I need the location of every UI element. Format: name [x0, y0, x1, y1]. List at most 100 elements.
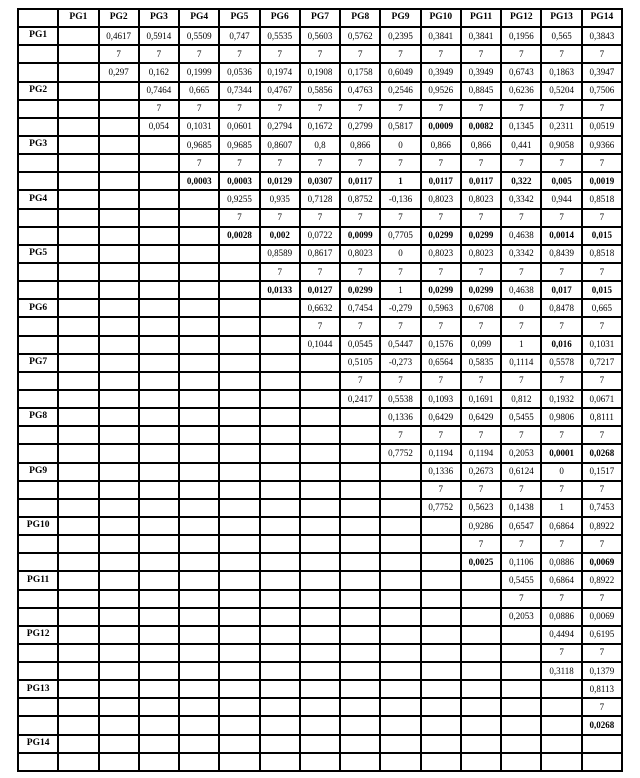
- empty-cell: [298, 425, 342, 446]
- empty-cell: [540, 715, 583, 736]
- corr-cell: 0,6236: [500, 80, 543, 101]
- empty-cell: [16, 370, 60, 391]
- n-cell: 7: [339, 316, 382, 337]
- p-cell: 0,1044: [298, 334, 342, 355]
- empty-cell: [137, 407, 181, 428]
- empty-cell: [500, 715, 543, 736]
- p-cell: 0,1379: [580, 661, 624, 682]
- empty-cell: [97, 243, 140, 264]
- empty-cell: [16, 44, 60, 65]
- empty-cell: [178, 733, 221, 754]
- empty-cell: [16, 116, 60, 137]
- n-cell: 7: [459, 479, 503, 500]
- empty-cell: [379, 751, 422, 772]
- empty-cell: [57, 44, 100, 65]
- row-PG1-correlations: PG1 0,4617 0,5914 0,5509 0,747 0,5535 0,5603 0,…: [16, 26, 624, 47]
- empty-cell: [218, 370, 261, 391]
- n-cell: 7: [580, 44, 624, 65]
- n-cell: 7: [258, 207, 301, 228]
- empty-cell: [57, 116, 100, 137]
- empty-cell: [339, 534, 382, 555]
- n-cell: 7: [500, 588, 543, 609]
- p-cell: 0,297: [97, 62, 140, 83]
- empty-cell: [459, 606, 503, 627]
- row-empty-trailing: [16, 751, 624, 772]
- col-header-PG7: PG7: [298, 7, 342, 29]
- empty-cell: [379, 534, 422, 555]
- empty-cell: [500, 697, 543, 718]
- row-PG11-p: 0,2053 0,0886 0,0069: [16, 606, 624, 627]
- empty-cell: [339, 479, 382, 500]
- n-cell: 7: [419, 370, 462, 391]
- empty-cell: [459, 697, 503, 718]
- empty-cell: [97, 334, 140, 355]
- corr-cell: 0,665: [178, 80, 221, 101]
- row-PG3-correlations: PG3 0,9685 0,9685 0,8607 0,8 0,866 0 0,866 0,866…: [16, 134, 624, 156]
- empty-cell: [258, 642, 301, 664]
- n-cell: 7: [580, 153, 624, 174]
- empty-cell: [459, 624, 503, 645]
- n-cell: 7: [459, 370, 503, 391]
- n-cell: 7: [459, 261, 503, 283]
- empty-cell: [178, 298, 221, 319]
- empty-cell: [57, 26, 100, 47]
- p-cell: 0,7752: [419, 497, 462, 518]
- empty-cell: [419, 588, 462, 609]
- n-cell: 7: [258, 98, 301, 119]
- n-cell: 7: [218, 207, 261, 228]
- p-cell: 0,2799: [339, 116, 382, 137]
- n-cell: 7: [459, 207, 503, 228]
- corr-cell: 0,3843: [580, 26, 624, 47]
- corr-cell: 0,6195: [580, 624, 624, 645]
- p-cell: 0,0545: [339, 334, 382, 355]
- empty-cell: [97, 352, 140, 373]
- corr-cell: 0,8752: [339, 189, 382, 210]
- n-cell: 7: [419, 316, 462, 337]
- n-cell: 7: [419, 479, 462, 500]
- empty-cell: [97, 425, 140, 446]
- empty-cell: [16, 479, 60, 500]
- p-cell: 0,0019: [580, 171, 624, 192]
- corr-cell: 0,565: [540, 26, 583, 47]
- empty-cell: [258, 661, 301, 682]
- empty-cell: [137, 298, 181, 319]
- p-cell: 0,0133: [258, 280, 301, 301]
- empty-cell: [137, 153, 181, 174]
- p-cell: 0,0299: [459, 225, 503, 246]
- empty-cell: [57, 443, 100, 464]
- empty-cell: [258, 425, 301, 446]
- corr-cell: 0,7506: [580, 80, 624, 101]
- empty-cell: [178, 679, 221, 700]
- corr-cell: 0,5914: [137, 26, 181, 47]
- empty-cell: [298, 733, 342, 754]
- empty-cell: [178, 461, 221, 482]
- p-cell: 0,1345: [500, 116, 543, 137]
- n-cell: 7: [178, 44, 221, 65]
- n-cell: 7: [178, 153, 221, 174]
- p-cell: 0,3949: [419, 62, 462, 83]
- corr-cell: 0,1336: [419, 461, 462, 482]
- corr-cell: 0,5762: [339, 26, 382, 47]
- empty-cell: [298, 407, 342, 428]
- empty-cell: [178, 443, 221, 464]
- corr-cell: 0,3342: [500, 243, 543, 264]
- empty-cell: [379, 661, 422, 682]
- n-cell: 7: [540, 588, 583, 609]
- p-cell: 0,1691: [459, 388, 503, 410]
- empty-cell: [178, 261, 221, 283]
- empty-cell: [218, 534, 261, 555]
- empty-cell: [97, 570, 140, 591]
- empty-cell: [580, 733, 624, 754]
- empty-cell: [218, 280, 261, 301]
- empty-cell: [137, 642, 181, 664]
- p-cell: 0,3118: [540, 661, 583, 682]
- empty-cell: [298, 370, 342, 391]
- corr-cell: 0,8023: [459, 243, 503, 264]
- empty-cell: [459, 661, 503, 682]
- empty-cell: [258, 751, 301, 772]
- empty-cell: [258, 624, 301, 645]
- empty-cell: [339, 570, 382, 591]
- empty-cell: [218, 642, 261, 664]
